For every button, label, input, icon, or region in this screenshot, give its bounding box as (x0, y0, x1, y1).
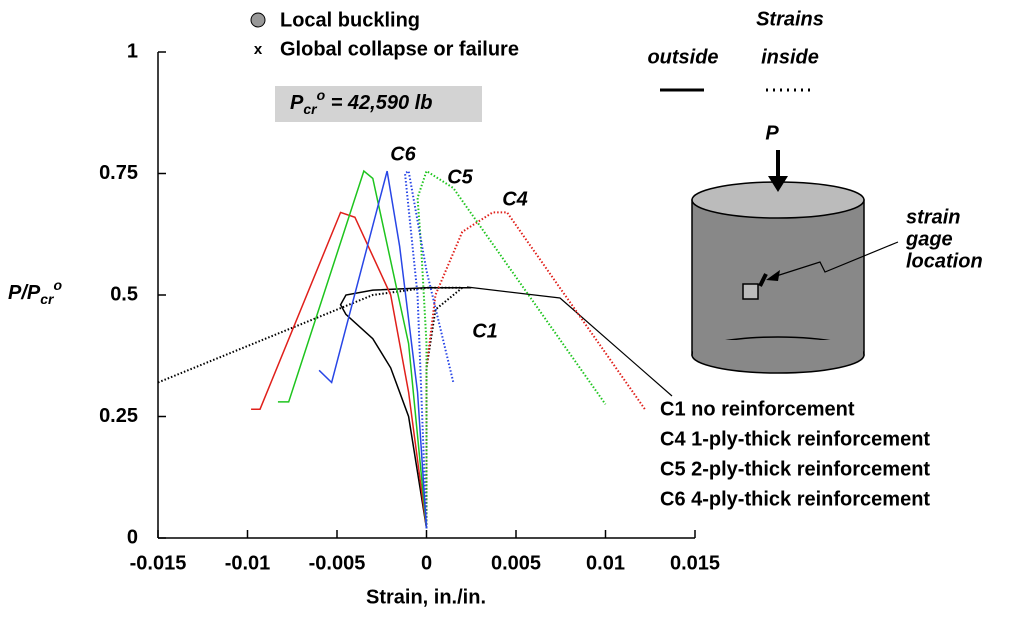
cylinder (691, 150, 899, 374)
marker-label: Global collapse or failure (280, 38, 519, 60)
legend-label: C1 no reinforcement (660, 398, 855, 420)
strain-line (277, 169, 428, 529)
load-note: Pcro = 42,590 lb (290, 87, 432, 117)
curve-label: C4 (502, 188, 528, 210)
x-tick-label: 0 (421, 552, 432, 574)
marker-label: Local buckling (280, 9, 420, 31)
gage-label: location (906, 250, 983, 272)
strain-line (339, 286, 472, 529)
x-tick-label: 0.005 (491, 552, 541, 574)
y-tick-label: 0.5 (110, 283, 138, 305)
x-tick-label: -0.01 (225, 552, 271, 574)
load-label: P (765, 122, 779, 144)
curve-label: C5 (447, 166, 473, 188)
y-tick-label: 0.75 (99, 162, 138, 184)
curve-label: C6 (390, 143, 416, 165)
strain-inside: inside (761, 46, 819, 68)
leader-line (466, 286, 673, 397)
y-axis-title: P/Pcro (8, 277, 62, 307)
legend-label: C4 1-ply-thick reinforcement (660, 428, 930, 450)
legend-label: C6 4-ply-thick reinforcement (660, 488, 930, 510)
note-box (275, 86, 482, 122)
gage-label: strain (906, 206, 960, 228)
x-tick-label: 0.01 (586, 552, 625, 574)
strain-line (157, 286, 466, 529)
y-tick-label: 1 (127, 40, 138, 62)
curve-label: C1 (472, 320, 498, 342)
gage-label: gage (905, 228, 953, 250)
strain-line (403, 169, 455, 529)
x-tick-label: 0.015 (670, 552, 720, 574)
marker-circle (250, 12, 266, 28)
x-tick-label: -0.015 (130, 552, 187, 574)
strain-line (318, 170, 428, 529)
strain-line (416, 169, 607, 529)
x-axis-title: Strain, in./in. (366, 586, 486, 608)
marker-x: x (254, 41, 263, 58)
strain-line (425, 211, 646, 529)
strain-outside: outside (647, 46, 718, 68)
y-tick-label: 0.25 (99, 405, 138, 427)
strain-line (251, 211, 428, 529)
legend-label: C5 2-ply-thick reinforcement (660, 458, 930, 480)
x-tick-label: -0.005 (309, 552, 366, 574)
y-tick-label: 0 (127, 526, 138, 548)
strain-title: Strains (756, 8, 824, 30)
